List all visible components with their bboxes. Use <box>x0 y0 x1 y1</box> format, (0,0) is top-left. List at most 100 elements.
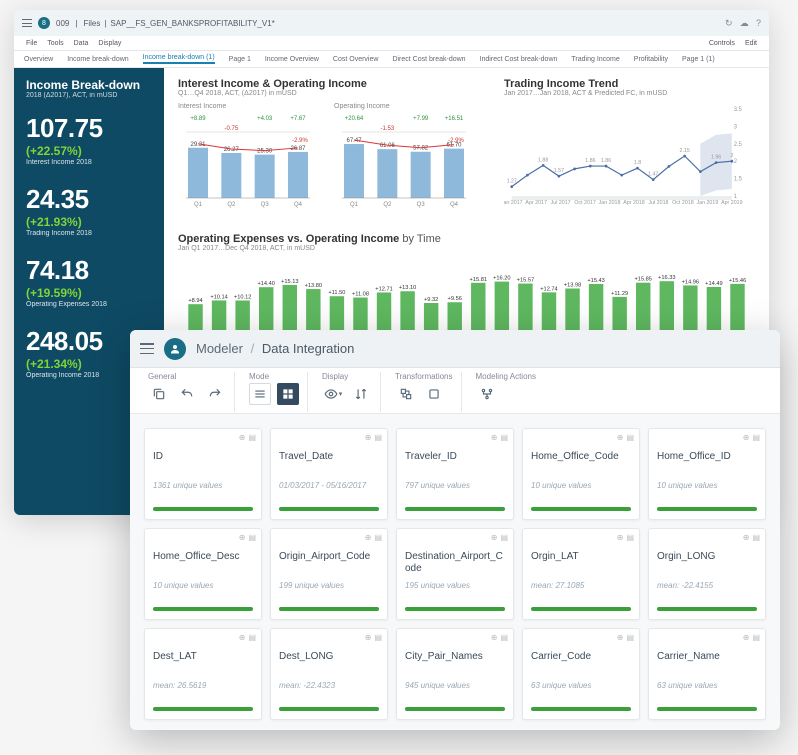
drag-icon[interactable]: ⊕ <box>365 633 372 642</box>
list-mode-icon[interactable] <box>249 383 271 405</box>
tab-indirect-cost-break-down[interactable]: Indirect Cost break-down <box>480 56 558 63</box>
tab-income-break-down[interactable]: Income break-down <box>67 56 128 63</box>
card-name: Orgin_LONG <box>657 551 757 575</box>
tab-overview[interactable]: Overview <box>24 56 53 63</box>
drag-icon[interactable]: ⊕ <box>743 633 750 642</box>
chart-subtitle: Jan Q1 2017…Dec Q4 2018, ACT, in mUSD <box>178 245 755 252</box>
tab-profitability[interactable]: Profitability <box>634 56 668 63</box>
quality-bar <box>279 507 379 511</box>
tab-income-overview[interactable]: Income Overview <box>265 56 319 63</box>
svg-text:Oct 2017: Oct 2017 <box>574 200 596 206</box>
drag-icon[interactable]: ⊕ <box>617 433 624 442</box>
field-card[interactable]: ⊕▤ Travel_Date 01/03/2017 - 05/16/2017 <box>270 428 388 520</box>
drag-icon[interactable]: ⊕ <box>239 633 246 642</box>
card-sub: 1361 unique values <box>153 481 253 490</box>
menu-icon[interactable] <box>140 343 154 354</box>
svg-text:1.86: 1.86 <box>585 158 595 164</box>
svg-text:Jan 2019: Jan 2019 <box>696 200 718 206</box>
redo-icon[interactable] <box>204 383 226 405</box>
field-card[interactable]: ⊕▤ Destination_Airport_Code 195 unique v… <box>396 528 514 620</box>
tab-page-1[interactable]: Page 1 <box>229 56 251 63</box>
refresh-icon[interactable]: ↻ <box>725 18 733 28</box>
modeling-icon[interactable] <box>476 383 498 405</box>
drag-icon[interactable]: ⊕ <box>743 433 750 442</box>
tab-direct-cost-break-down[interactable]: Direct Cost break-down <box>392 56 465 63</box>
drag-icon[interactable]: ⊕ <box>491 633 498 642</box>
menu-display[interactable]: Display <box>98 40 121 47</box>
visibility-icon[interactable]: ▾ <box>322 383 344 405</box>
svg-text:+16.20: +16.20 <box>493 276 510 282</box>
dashboard-titlebar: 8 009 | Files | SAP__FS_GEN_BANKSPROFITA… <box>14 10 769 36</box>
drag-icon[interactable]: ⊕ <box>239 533 246 542</box>
field-card[interactable]: ⊕▤ Dest_LONG mean: -22.4323 <box>270 628 388 720</box>
sort-icon[interactable] <box>350 383 372 405</box>
field-card[interactable]: ⊕▤ Origin_Airport_Code 199 unique values <box>270 528 388 620</box>
menu-data[interactable]: Data <box>74 40 89 47</box>
type-icon: ▤ <box>752 633 760 642</box>
drag-icon[interactable]: ⊕ <box>491 533 498 542</box>
help-icon[interactable]: ? <box>756 18 761 28</box>
svg-text:2: 2 <box>730 153 733 159</box>
tab-income-break-down-1-[interactable]: Income break-down (1) <box>143 54 215 64</box>
field-card[interactable]: ⊕▤ Home_Office_Code 10 unique values <box>522 428 640 520</box>
type-icon: ▤ <box>626 533 634 542</box>
menu-tools[interactable]: Tools <box>47 40 63 47</box>
action-icon[interactable] <box>423 383 445 405</box>
menu-icon[interactable] <box>22 19 32 27</box>
menu-controls[interactable]: Controls <box>709 40 735 47</box>
toolbar-modeling: Modeling Actions <box>468 372 544 412</box>
card-sub: mean: 27.1085 <box>531 581 631 590</box>
type-icon: ▤ <box>374 633 382 642</box>
field-card[interactable]: ⊕▤ Orgin_LAT mean: 27.1085 <box>522 528 640 620</box>
tab-page-1-1-[interactable]: Page 1 (1) <box>682 56 715 63</box>
field-card[interactable]: ⊕▤ Carrier_Name 63 unique values <box>648 628 766 720</box>
grid-mode-icon[interactable] <box>277 383 299 405</box>
files-label[interactable]: Files <box>83 19 100 28</box>
drag-icon[interactable]: ⊕ <box>617 533 624 542</box>
drag-icon[interactable]: ⊕ <box>491 433 498 442</box>
field-card[interactable]: ⊕▤ Carrier_Code 63 unique values <box>522 628 640 720</box>
field-card[interactable]: ⊕▤ Home_Office_ID 10 unique values <box>648 428 766 520</box>
field-card[interactable]: ⊕▤ City_Pair_Names 945 unique values <box>396 628 514 720</box>
transform-icon[interactable] <box>395 383 417 405</box>
avatar-icon[interactable] <box>164 338 186 360</box>
menu-file[interactable]: File <box>26 40 37 47</box>
card-sub: mean: -22.4323 <box>279 681 379 690</box>
card-sub: mean: -22.4155 <box>657 581 757 590</box>
field-card[interactable]: ⊕▤ Dest_LAT mean: 26.5619 <box>144 628 262 720</box>
tab-cost-overview[interactable]: Cost Overview <box>333 56 379 63</box>
field-card[interactable]: ⊕▤ Orgin_LONG mean: -22.4155 <box>648 528 766 620</box>
svg-text:Apr 2018: Apr 2018 <box>623 200 645 206</box>
kpi-block: 107.75 (+22.57%) Interest Income 2018 <box>26 113 152 166</box>
card-sub: 10 unique values <box>657 481 757 490</box>
svg-text:2.5: 2.5 <box>734 142 743 148</box>
quality-bar <box>531 607 631 611</box>
undo-icon[interactable] <box>176 383 198 405</box>
drag-icon[interactable]: ⊕ <box>743 533 750 542</box>
svg-text:+15.43: +15.43 <box>587 278 604 284</box>
svg-text:+15.46: +15.46 <box>729 278 746 284</box>
type-icon: ▤ <box>752 533 760 542</box>
svg-text:1.88: 1.88 <box>538 157 548 163</box>
drag-icon[interactable]: ⊕ <box>239 433 246 442</box>
card-sub: 01/03/2017 - 05/16/2017 <box>279 481 379 490</box>
type-icon: ▤ <box>500 433 508 442</box>
svg-text:Jul 2017: Jul 2017 <box>551 200 571 206</box>
drag-icon[interactable]: ⊕ <box>617 633 624 642</box>
svg-text:Q2: Q2 <box>383 202 392 208</box>
cloud-icon[interactable]: ☁ <box>740 18 749 28</box>
field-card[interactable]: ⊕▤ ID 1361 unique values <box>144 428 262 520</box>
menu-edit[interactable]: Edit <box>745 40 757 47</box>
quality-bar <box>531 507 631 511</box>
crumb-root[interactable]: Modeler <box>196 341 243 356</box>
svg-text:1.27: 1.27 <box>507 179 517 185</box>
copy-icon[interactable] <box>148 383 170 405</box>
field-card[interactable]: ⊕▤ Home_Office_Desc 10 unique values <box>144 528 262 620</box>
tab-trading-income[interactable]: Trading Income <box>571 56 619 63</box>
svg-text:57.82: 57.82 <box>413 146 429 152</box>
drag-icon[interactable]: ⊕ <box>365 533 372 542</box>
field-card[interactable]: ⊕▤ Traveler_ID 797 unique values <box>396 428 514 520</box>
menubar: File Tools Data Display Controls Edit <box>14 36 769 50</box>
kpi-label: Operating Expenses 2018 <box>26 301 152 308</box>
drag-icon[interactable]: ⊕ <box>365 433 372 442</box>
